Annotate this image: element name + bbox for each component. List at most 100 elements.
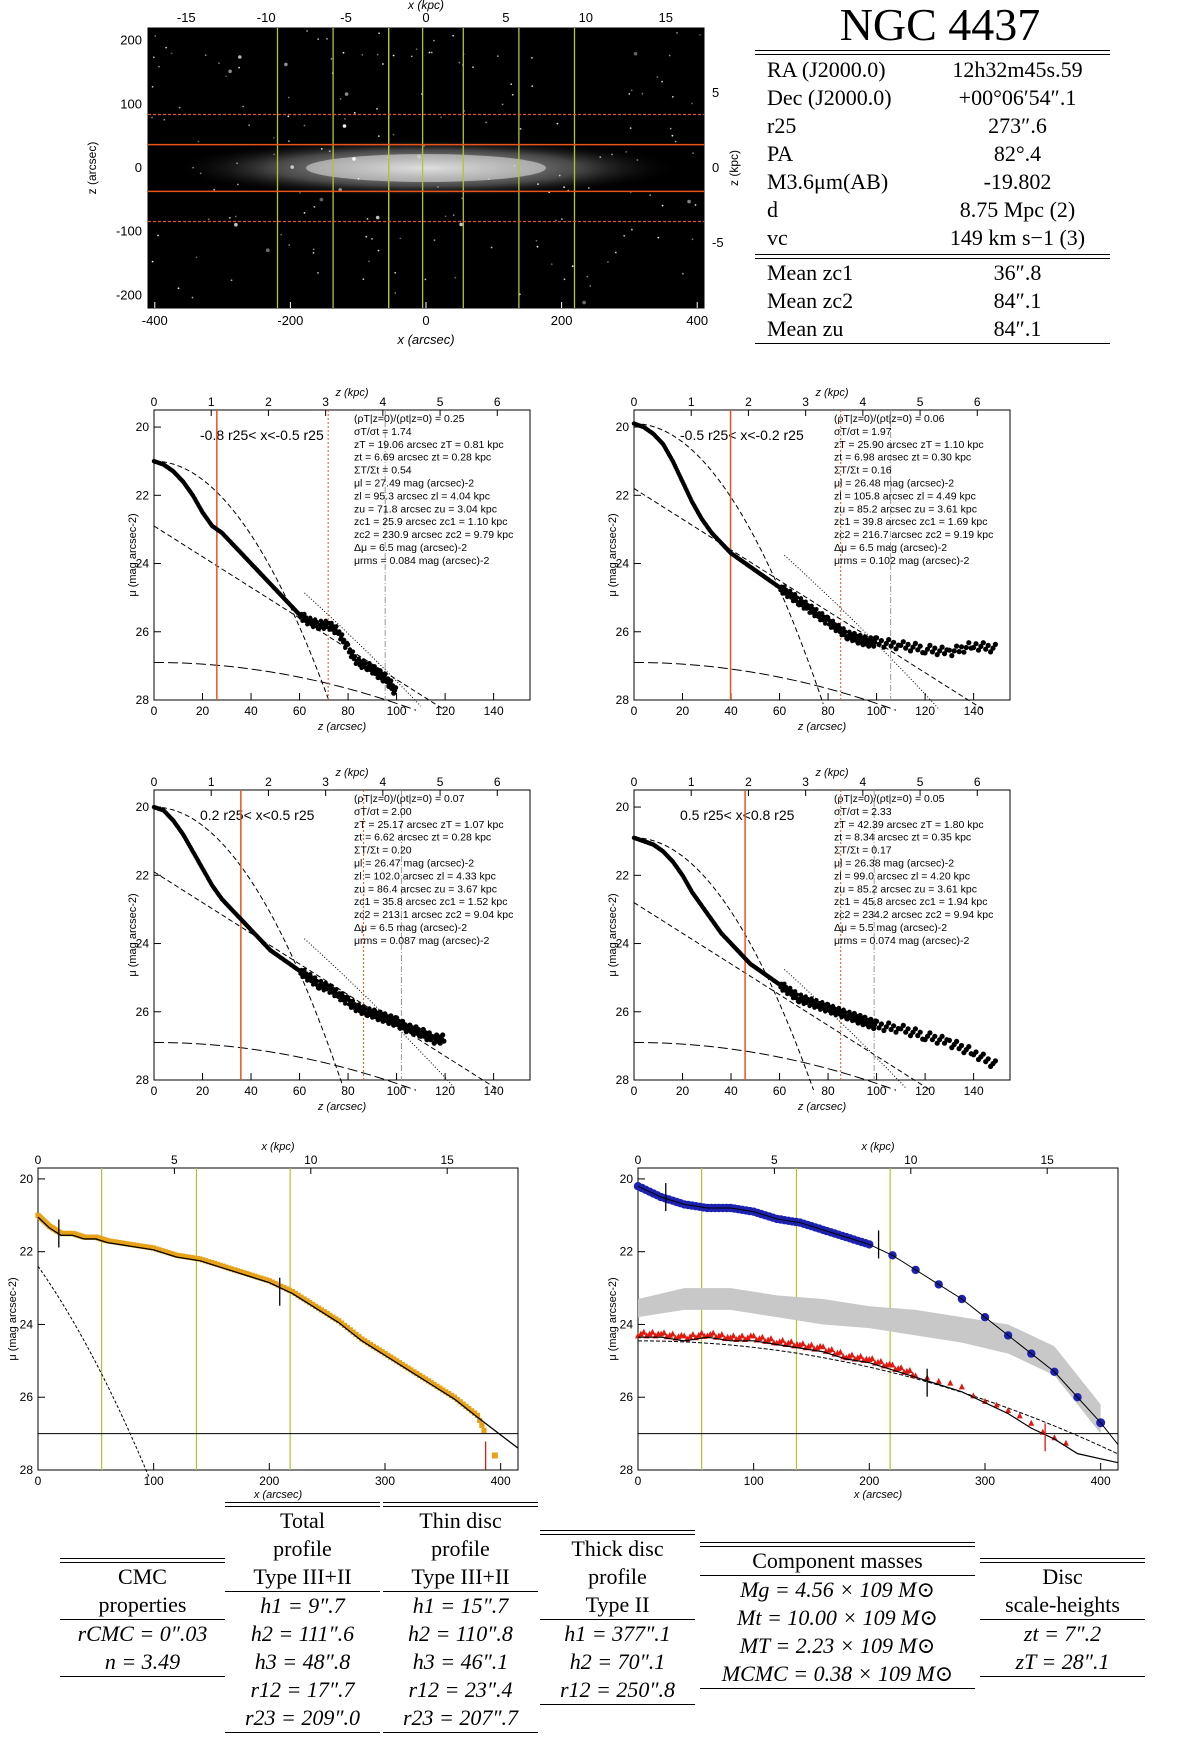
thick-disc-profile-table: Thick disc profile Type II h1 = 377″.1 h2 = … [540,1530,695,1705]
data-point [327,1312,333,1318]
data-point [341,1322,348,1328]
data-point [154,1246,160,1252]
y-tick-label: 26 [136,625,150,639]
data-point [344,1325,350,1331]
table-rule [383,1502,538,1507]
data-point [893,1029,899,1035]
star [288,140,290,143]
top-tick-label: 3 [322,395,329,409]
property-row: r25 273″.6 [755,112,1110,140]
data-point [813,610,818,615]
data-point [269,1279,275,1285]
bin-label: 0.5 r25< x<0.8 r25 [680,807,795,823]
table-header: profile [588,1564,647,1589]
data-point [330,1314,336,1320]
data-point [347,1327,353,1333]
data-point [881,644,887,650]
star [668,54,671,57]
star [375,215,380,220]
data-point [232,1267,238,1273]
x-axis-label: z (arcsec) [317,1101,367,1113]
data-point [958,1042,965,1049]
star [376,53,379,56]
star [487,178,490,181]
data-point [350,1329,356,1335]
data-point [229,1266,235,1272]
x-tick-label: 100 [387,1084,407,1098]
star [582,300,586,305]
star [357,178,360,180]
data-point [304,1298,310,1304]
top-tick-label: 6 [974,395,981,409]
top-tick-label: 4 [860,775,867,789]
fit-annotation: ΣT/Σt = 0.17 [834,845,892,857]
fit-annotation: ΣT/Σt = 0.54 [354,465,412,477]
fit-annotation: σT/σt = 2.33 [834,806,892,818]
star [589,285,592,287]
star [513,164,516,167]
star [430,51,433,54]
data-point [441,1038,447,1044]
data-point [313,982,319,987]
fit-annotation: zc1 = 35.8 arcsec zc1 = 1.52 kpc [354,896,508,908]
data-point [174,1252,180,1258]
fit-annotation: Δμ = 6.5 mag (arcsec)-2 [354,922,467,934]
data-point [843,629,848,634]
y-tick-label: 28 [136,693,150,707]
data-point [145,1244,151,1250]
halo-model [633,1041,897,1091]
y-tick-label: 28 [616,693,630,707]
data-point [314,620,320,625]
fit-annotation: Δμ = 6.5 mag (arcsec)-2 [834,542,947,554]
data-point [939,1033,945,1039]
halo-model [153,1041,417,1091]
x-tick-label: 40 [724,1084,738,1098]
data-point [414,1371,420,1377]
fit-annotation: zl = 95.3 arcsec zl = 4.04 kpc [354,490,490,502]
top-axis-label: x (kpc) [861,1141,895,1153]
star [392,133,395,136]
y-tick-label: 24 [136,937,150,951]
data-point [255,1274,261,1280]
star [362,278,365,281]
halo-model [153,661,417,711]
fit-annotation: (ρT|z=0)/(ρt|z=0) = 0.25 [354,413,465,425]
data-point [782,981,787,986]
data-point [110,1239,116,1245]
rule [755,254,1110,255]
data-point [872,639,878,645]
data-point [373,1345,379,1351]
x-axis-label: z (arcsec) [797,721,847,733]
data-point [240,1270,246,1276]
galaxy-title: NGC 4437 [839,0,1041,50]
fit-annotation: zc1 = 39.8 arcsec zc1 = 1.69 kpc [834,516,988,528]
star [290,165,295,169]
data-point [988,649,994,655]
star [170,52,173,55]
data-point [425,1378,431,1384]
y-tick-label: 22 [136,868,150,882]
star [234,215,237,218]
data-point [402,1363,408,1369]
data-point [814,998,819,1003]
x-tick-label: 300 [375,1474,395,1488]
data-point [287,1287,293,1293]
star [377,249,380,252]
star [671,134,674,137]
table-cell: zT = 28″.1 [980,1648,1145,1677]
thick-disc-model [633,902,931,1091]
data-point [329,983,334,988]
thick-data-point [649,1328,656,1335]
y-tick-label: -100 [116,224,142,239]
star [599,156,602,159]
star [378,32,380,35]
rule [755,258,1110,259]
property-value: 12h32m45s.59 [952,57,1083,82]
table-cell: r23 = 209″.0 [225,1704,380,1733]
data-point [417,1372,423,1378]
data-point [900,1022,906,1028]
star [368,260,370,263]
x-tick-label: 60 [293,704,307,718]
data-point [443,1389,449,1395]
